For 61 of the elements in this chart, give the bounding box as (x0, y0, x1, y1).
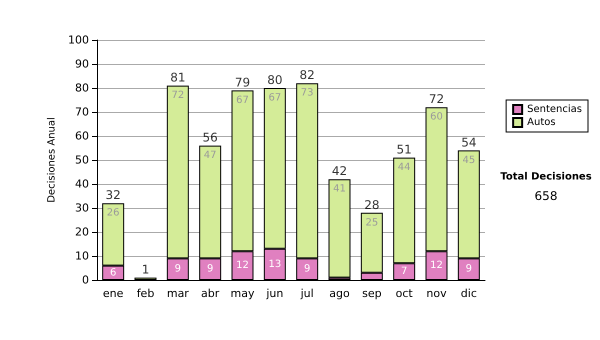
x-tick-label: ago (329, 287, 350, 300)
y-tick-label: 40 (75, 178, 89, 190)
data-label: 25 (365, 217, 378, 228)
y-tick-label: 50 (75, 154, 89, 166)
data-label: 9 (304, 264, 310, 275)
data-label: 9 (174, 264, 182, 275)
total-label: 81 (170, 70, 186, 85)
x-tick-label: sep (362, 287, 382, 300)
data-label: 47 (204, 150, 217, 162)
x-tick-label: dic (460, 287, 477, 300)
data-label: 41 (333, 184, 346, 195)
y-tick-label: 60 (75, 130, 89, 142)
legend-label: Sentencias (527, 104, 582, 115)
data-label: 12 (236, 260, 249, 272)
data-label: 60 (430, 112, 443, 123)
data-label: 7 (400, 266, 408, 278)
x-tick-label: oct (396, 287, 414, 300)
y-axis-title: Decisiones Anual (46, 117, 58, 203)
data-label: 67 (268, 92, 282, 104)
total-label: 80 (267, 73, 282, 87)
text: Total Decisiones (500, 172, 592, 182)
y-tick-label: 70 (75, 106, 89, 118)
total-label: 42 (332, 164, 348, 178)
y-tick-label: 90 (75, 58, 89, 70)
data-label: 73 (300, 88, 314, 99)
data-label: 12 (430, 260, 443, 272)
data-label: 13 (268, 258, 282, 270)
data-label: 26 (106, 208, 120, 219)
data-label: 9 (206, 264, 214, 275)
x-tick-label: jun (265, 287, 284, 300)
x-tick-label: abr (201, 287, 220, 300)
total-label: 54 (461, 135, 476, 150)
x-tick-label: may (230, 287, 255, 300)
total-label: 51 (396, 142, 412, 157)
y-tick-label: 20 (75, 226, 89, 238)
data-label: 9 (466, 264, 472, 275)
x-tick-label: nov (426, 287, 448, 300)
total-label: 72 (428, 92, 444, 106)
total-label: 28 (364, 198, 380, 212)
text: 658 (534, 189, 558, 203)
x-tick-label: mar (166, 287, 190, 300)
legend-label: Autos (527, 117, 556, 128)
x-tick-label: jul (300, 287, 314, 300)
bar (328, 179, 350, 278)
total-label: 32 (106, 188, 121, 202)
y-tick-label: 100 (68, 34, 89, 46)
total-label: 56 (202, 130, 218, 145)
total-label: 79 (234, 75, 250, 90)
x-tick-label: feb (136, 287, 154, 300)
x-tick-label: ene (102, 287, 124, 300)
y-tick-label: 10 (75, 250, 89, 262)
total-label: 82 (300, 68, 315, 82)
total-label: 1 (142, 262, 150, 277)
y-tick-label: 30 (75, 202, 89, 214)
data-label: 72 (171, 90, 184, 102)
y-tick-label: 80 (75, 82, 89, 94)
data-label: 67 (236, 94, 249, 106)
data-label: 45 (462, 154, 476, 166)
y-tick-label: 0 (82, 274, 89, 286)
data-label: 44 (398, 162, 411, 174)
data-label: 6 (110, 267, 116, 278)
